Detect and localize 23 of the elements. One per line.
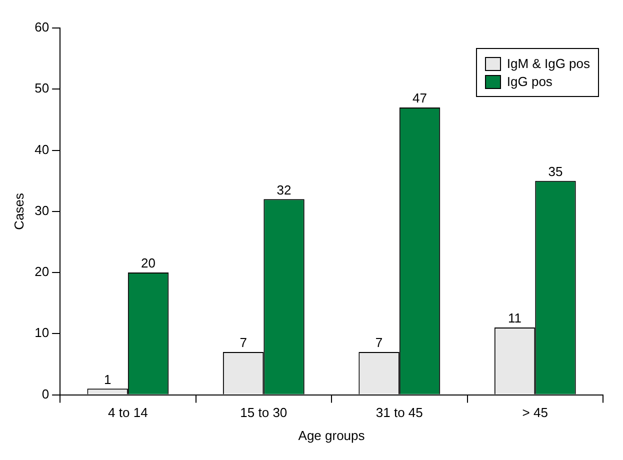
data-label: 11 <box>508 310 522 326</box>
legend-label: IgG pos <box>506 74 552 89</box>
data-label: 7 <box>375 335 383 350</box>
y-tick-label: 20 <box>34 264 50 280</box>
legend-label: IgM & IgG pos <box>506 56 590 71</box>
x-axis-title: Age groups <box>298 428 366 443</box>
data-label: 7 <box>240 335 247 350</box>
data-label: 35 <box>548 164 563 179</box>
y-tick-label: 50 <box>34 80 50 96</box>
y-tick-label: 60 <box>34 20 50 35</box>
x-tick-label: 4 to 14 <box>108 405 148 420</box>
data-label: 1 <box>104 372 112 387</box>
data-label: 32 <box>276 182 292 198</box>
x-tick-label: 31 to 45 <box>376 405 423 420</box>
y-tick-label: 40 <box>34 142 50 157</box>
data-label: 47 <box>412 90 427 106</box>
y-tick-label: 0 <box>42 386 50 402</box>
x-tick-label: 15 to 30 <box>240 405 288 420</box>
y-axis-title: Cases <box>11 192 26 230</box>
data-label: 20 <box>141 256 156 271</box>
y-tick-label: 30 <box>34 202 50 218</box>
x-tick-label: > 45 <box>522 405 548 420</box>
y-tick-label: 10 <box>34 325 50 340</box>
